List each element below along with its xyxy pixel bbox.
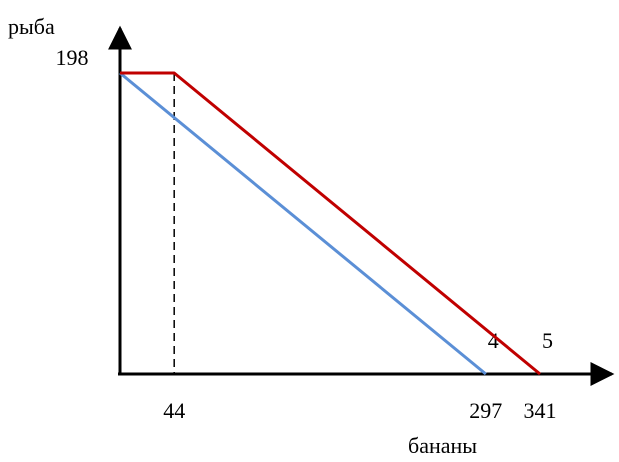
y-tick-label-198: 198 — [56, 45, 89, 70]
tick-layer: 44 297 341 198 — [56, 45, 557, 423]
x-axis-label: бананы — [408, 433, 477, 458]
x-tick-label-44: 44 — [163, 398, 185, 423]
y-axis-label: рыба — [8, 14, 55, 39]
series-1-line — [119, 71, 487, 376]
series-2-end-label: 5 — [542, 328, 553, 353]
series-2-line — [120, 71, 541, 376]
series-1-end-label: 4 — [488, 328, 499, 353]
x-tick-label-297: 297 — [469, 398, 502, 423]
x-tick-label-341: 341 — [524, 398, 557, 423]
